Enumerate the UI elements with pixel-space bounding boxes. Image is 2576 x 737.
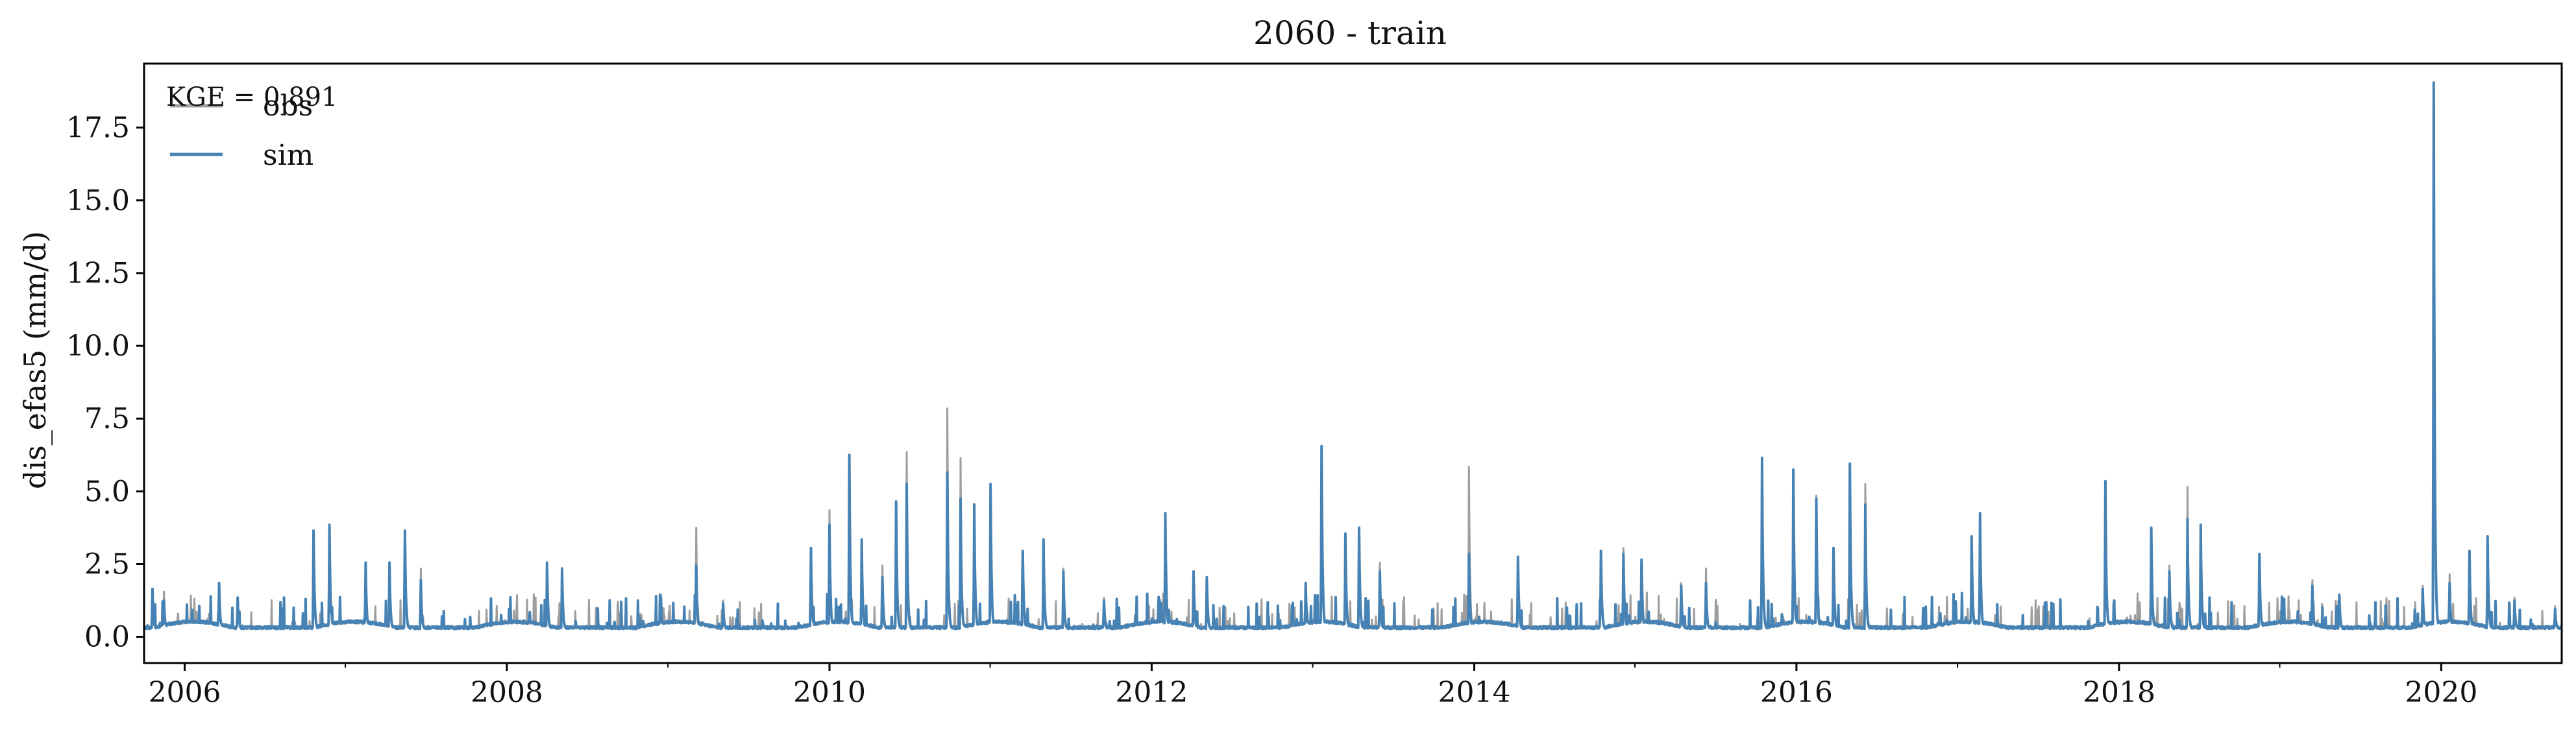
y-tick-label: 12.5 — [66, 257, 130, 290]
x-axis: 2006 2008 2010 2012 2014 2016 2018 2020 — [149, 663, 2477, 709]
x-tick-label: 2020 — [2405, 676, 2477, 709]
x-tick-label: 2006 — [149, 676, 221, 709]
y-tick-label: 15.0 — [66, 184, 130, 217]
y-tick-label: 10.0 — [66, 330, 130, 363]
x-tick-label: 2014 — [1438, 676, 1511, 709]
y-tick-label: 7.5 — [84, 402, 130, 435]
legend-sim-label: sim — [263, 139, 313, 172]
series-layer — [144, 81, 2562, 631]
x-tick-label: 2012 — [1115, 676, 1188, 709]
y-tick-label: 5.0 — [84, 475, 130, 508]
x-tick-label: 2018 — [2083, 676, 2155, 709]
legend: obs sim — [170, 90, 313, 172]
chart-title: 2060 - train — [1253, 14, 1447, 52]
kge-annotation: KGE = 0.891 — [166, 82, 338, 112]
y-axis-label: dis_efas5 (mm/d) — [18, 231, 53, 489]
plot-frame — [143, 62, 2563, 664]
y-tick-label: 2.5 — [84, 548, 130, 581]
y-tick-label: 17.5 — [66, 112, 130, 145]
y-axis: 0.0 2.5 5.0 7.5 10.0 12.5 15.0 17.5 — [66, 112, 144, 654]
series-line-sim — [144, 81, 2562, 631]
x-tick-label: 2016 — [1760, 676, 1833, 709]
y-tick-label: 0.0 — [84, 621, 130, 654]
x-tick-label: 2008 — [471, 676, 543, 709]
x-tick-label: 2010 — [793, 676, 866, 709]
legend-obs-label: obs — [263, 90, 313, 123]
